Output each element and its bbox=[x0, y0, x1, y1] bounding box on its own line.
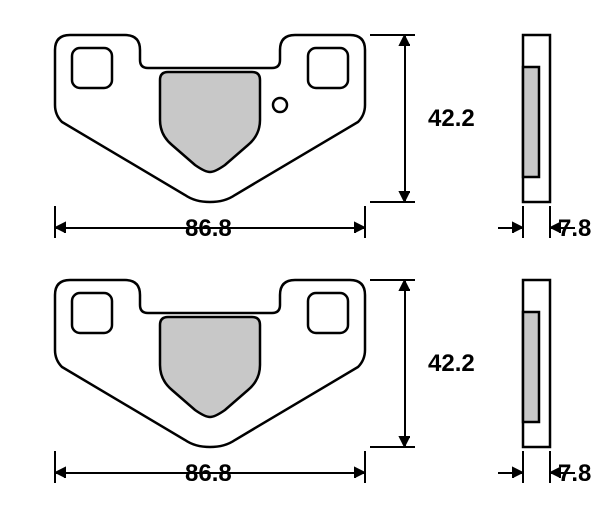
top-height-dimension bbox=[370, 35, 415, 202]
top-left-mount-hole bbox=[72, 48, 112, 88]
bottom-height-dimension bbox=[370, 280, 415, 447]
technical-drawing bbox=[0, 0, 600, 510]
top-side-view bbox=[523, 35, 550, 202]
bottom-width-label: 86.8 bbox=[185, 460, 232, 488]
bottom-height-label: 42.2 bbox=[428, 350, 475, 378]
top-wear-indicator-hole bbox=[273, 98, 287, 112]
bottom-right-mount-hole bbox=[308, 293, 348, 333]
bottom-brake-pad bbox=[55, 280, 365, 447]
top-thickness-label: 7.8 bbox=[558, 215, 591, 243]
bottom-left-mount-hole bbox=[72, 293, 112, 333]
bottom-thickness-label: 7.8 bbox=[558, 460, 591, 488]
top-height-label: 42.2 bbox=[428, 105, 475, 133]
bottom-side-view bbox=[523, 280, 550, 447]
top-brake-pad bbox=[55, 35, 365, 202]
top-right-mount-hole bbox=[308, 48, 348, 88]
top-width-label: 86.8 bbox=[185, 215, 232, 243]
